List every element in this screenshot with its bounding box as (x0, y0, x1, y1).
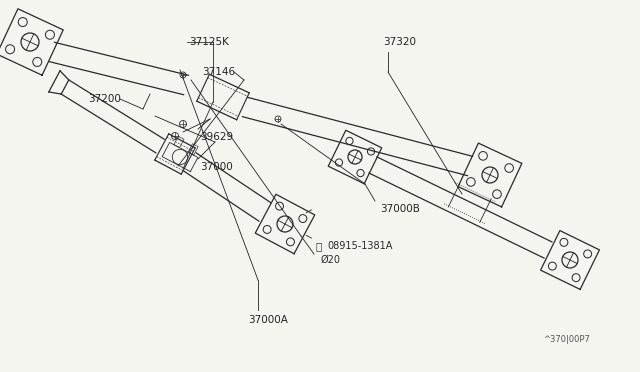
Text: 37000: 37000 (200, 162, 233, 172)
Text: Ⓜ: Ⓜ (316, 241, 323, 251)
Text: ^370|00P7: ^370|00P7 (543, 335, 590, 344)
Text: 39629: 39629 (200, 132, 233, 142)
Text: 37200: 37200 (88, 94, 121, 104)
Text: 37146: 37146 (202, 67, 235, 77)
Text: 37320: 37320 (383, 37, 416, 47)
Text: Ø20: Ø20 (321, 255, 341, 265)
Text: 37000A: 37000A (248, 315, 288, 325)
Text: 37125K: 37125K (189, 37, 229, 47)
Text: 37000B: 37000B (380, 204, 420, 214)
Text: 08915-1381A: 08915-1381A (327, 241, 392, 251)
